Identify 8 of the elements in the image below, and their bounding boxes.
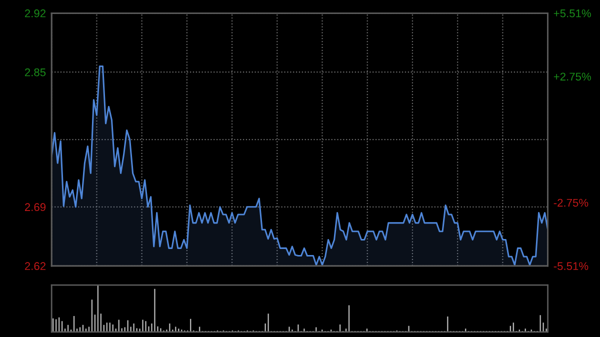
y-tick-label: 2.92 [24,9,46,18]
y2-tick-label: +2.75% [554,72,591,81]
y2-tick-label: +5.51% [554,9,591,18]
y-tick-label: 2.69 [24,203,46,212]
y2-tick-label: -5.51% [554,262,588,270]
y-tick-label: 2.85 [24,68,46,76]
y2-tick-label: -2.75% [554,198,588,207]
y-tick-label: 2.62 [24,262,46,270]
